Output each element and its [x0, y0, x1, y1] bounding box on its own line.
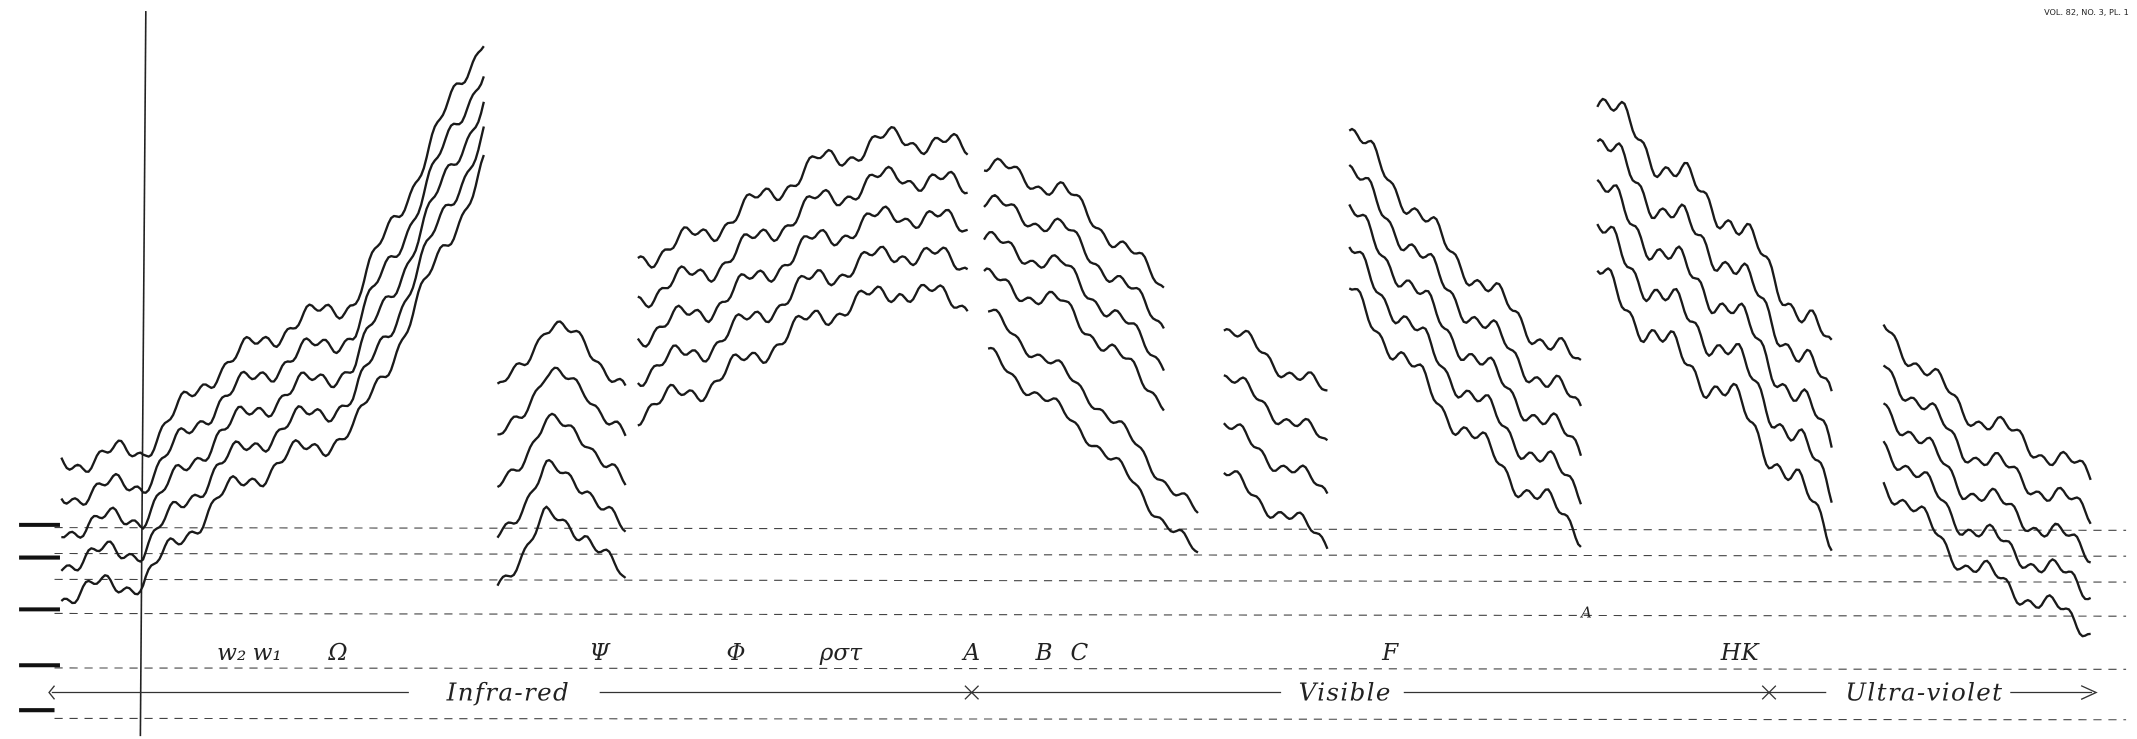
line-label: F: [1381, 640, 1399, 666]
line-label: w₂: [217, 640, 246, 666]
baseline: [54, 667, 2127, 670]
spectral-curve: [1223, 470, 1329, 550]
spectral-curve: [983, 230, 1165, 372]
baseline: [54, 552, 2127, 557]
spectral-curve: [1348, 127, 1582, 361]
line-label: B: [1034, 640, 1052, 666]
spectral-curve: [637, 126, 969, 269]
spectral-curve: [1348, 246, 1583, 505]
spectral-curve: [1223, 328, 1328, 392]
spectral-curve: [637, 283, 969, 427]
spectral-curve: [1596, 267, 1833, 552]
line-label: A: [961, 640, 980, 666]
baseline: [54, 612, 2127, 617]
spectral-curve: [983, 267, 1165, 412]
line-label: ρστ: [819, 640, 863, 666]
baseline: [54, 527, 2127, 531]
spectral-curve: [1348, 164, 1583, 407]
spectral-curve: [497, 366, 627, 437]
spectral-curve: [1596, 178, 1833, 448]
baseline: [54, 717, 2127, 721]
spectral-curve: [1882, 481, 2091, 638]
spectral-curve: [1223, 422, 1329, 495]
reference-line: [139, 11, 147, 737]
line-label: C: [1071, 640, 1089, 666]
spectral-curve: [1596, 223, 1833, 503]
spectral-curve: [61, 101, 485, 539]
spectral-curve: [496, 458, 627, 539]
spectral-curve: [983, 157, 1165, 289]
spectral-curve: [637, 165, 968, 309]
region-label: Infra-red: [446, 678, 570, 707]
spectral-curves: [60, 45, 2092, 638]
region-label: Ultra-violet: [1845, 678, 2003, 707]
line-label: Ψ: [590, 640, 612, 666]
spectral-curve: [987, 346, 1199, 554]
spectral-curve: [60, 75, 485, 506]
region-label: Visible: [1299, 678, 1392, 707]
minor-line-label: A: [1579, 604, 1592, 622]
region-axis: [48, 685, 2098, 700]
spectral-curve: [60, 154, 485, 605]
spectral-curve: [983, 194, 1165, 330]
spectral-curve: [496, 320, 627, 387]
region-labels: Infra-red Visible Ultra-violet: [446, 678, 2003, 707]
spectral-curve: [1882, 364, 2092, 525]
spectral-curve: [496, 505, 627, 587]
spectral-curve: [1596, 138, 1833, 392]
spectral-curve: [1223, 374, 1329, 442]
line-label: w₁: [253, 640, 282, 666]
spectral-curve: [60, 45, 485, 473]
spectral-curve: [60, 126, 485, 572]
spectral-curve: [1348, 203, 1583, 457]
spectral-curve: [1596, 97, 1833, 341]
line-label: K: [1740, 640, 1760, 666]
spectral-curve: [636, 245, 969, 388]
spectral-curve: [636, 205, 968, 348]
line-label: Ω: [327, 640, 347, 666]
baselines: [54, 527, 2127, 721]
spectral-curve: [496, 412, 627, 488]
line-label: Φ: [726, 640, 745, 666]
spectral-curve: [1882, 323, 2092, 481]
baseline: [54, 578, 2127, 583]
spectral-curve: [1882, 402, 2092, 564]
line-label: H: [1720, 640, 1742, 666]
spectral-curve: [987, 308, 1199, 514]
spectral-curve: [1882, 440, 2092, 601]
spectral-curve: [1348, 287, 1582, 548]
plate-number: VOL. 82, NO. 3, PL. 1: [2044, 7, 2129, 17]
baseline-marks: [19, 522, 60, 713]
